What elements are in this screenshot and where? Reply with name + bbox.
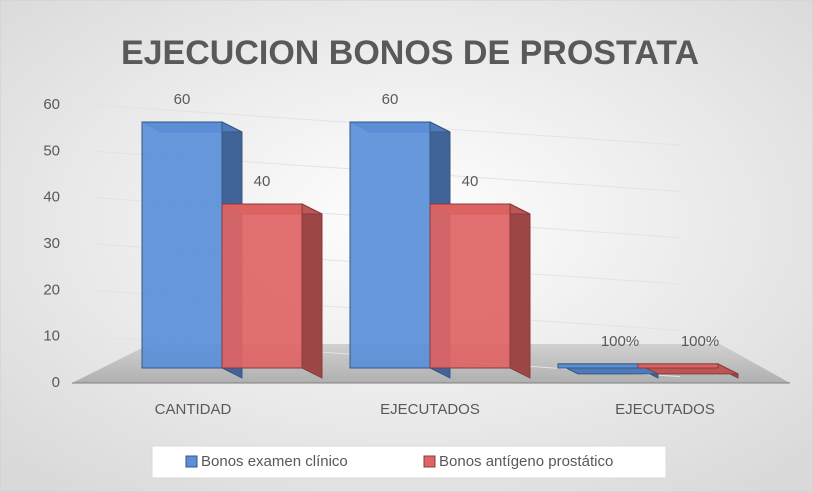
- legend-swatch: [185, 455, 198, 468]
- bar: [557, 363, 639, 369]
- value-label: 40: [462, 173, 479, 190]
- y-tick-label: 30: [43, 235, 60, 252]
- legend-label: Bonos examen clínico: [201, 453, 348, 470]
- y-tick-label: 20: [43, 281, 60, 298]
- value-label: 60: [382, 91, 399, 108]
- x-tick-label: EJECUTADOS: [615, 401, 715, 418]
- value-label: 40: [254, 173, 271, 190]
- y-tick-label: 10: [43, 328, 60, 345]
- bar: [141, 121, 223, 369]
- chart-title: EJECUCION BONOS DE PROSTATA: [121, 34, 699, 72]
- y-tick-label: 0: [52, 374, 60, 391]
- legend: [151, 445, 667, 479]
- legend-swatch: [423, 455, 436, 468]
- x-tick-label: CANTIDAD: [155, 401, 232, 418]
- bar-side: [509, 203, 531, 379]
- y-tick-label: 50: [43, 142, 60, 159]
- bar: [221, 203, 303, 369]
- value-label: 100%: [601, 333, 639, 350]
- bar: [429, 203, 511, 369]
- value-label: 100%: [681, 333, 719, 350]
- x-tick-label: EJECUTADOS: [380, 401, 480, 418]
- y-tick-label: 60: [43, 96, 60, 113]
- bar-side: [301, 203, 323, 379]
- legend-label: Bonos antígeno prostático: [439, 453, 613, 470]
- bar: [349, 121, 431, 369]
- bar: [637, 363, 719, 369]
- y-tick-label: 40: [43, 189, 60, 206]
- value-label: 60: [174, 91, 191, 108]
